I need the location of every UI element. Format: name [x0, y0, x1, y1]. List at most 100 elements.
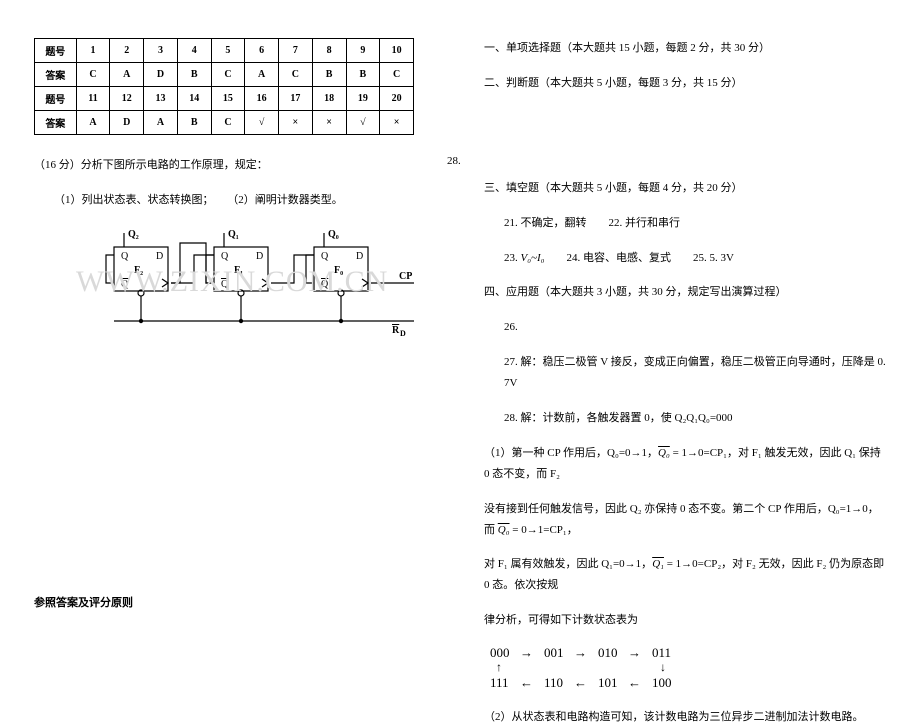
state-node: 110 [544, 675, 563, 691]
state-node: 000 [490, 645, 510, 661]
circuit-diagram: WWW.ZIXIN.COM.CN Q D Q F₂ Q D Q F₁ [94, 225, 424, 345]
svg-text:CP: CP [399, 271, 412, 282]
b28d-ov: Q₁ [652, 558, 664, 570]
cell: × [380, 111, 414, 135]
cell: A [245, 63, 279, 87]
q28-subparts: （1）列出状态表、状态转换图； （2）阐明计数器类型。 [54, 190, 432, 211]
cell: B [177, 111, 211, 135]
section-4-title: 四、应用题（本大题共 3 小题，共 30 分，规定写出演算过程） [484, 282, 886, 303]
row-label: 题号 [35, 87, 77, 111]
cell: √ [346, 111, 380, 135]
subpart-1: （1）列出状态表、状态转换图； [54, 194, 214, 206]
cell: D [144, 63, 178, 87]
cell: C [211, 111, 245, 135]
cell: 5 [211, 39, 245, 63]
b28a: 28. 解：计数前，各触发器置 0，使 Q₂Q₁Q₀=000 [504, 408, 886, 429]
answer-table: 题号 1 2 3 4 5 6 7 8 9 10 答案 C A D B C A C… [34, 38, 414, 135]
cell: 10 [380, 39, 414, 63]
row-label: 答案 [35, 63, 77, 87]
cell: × [279, 111, 313, 135]
cell: B [177, 63, 211, 87]
cell: A [110, 63, 144, 87]
cell: 13 [144, 87, 178, 111]
state-diagram: 000 → 001 → 010 → 011 ↑ ↓ 111 ← 110 ← 10… [484, 645, 744, 701]
cell: 2 [110, 39, 144, 63]
state-node: 001 [544, 645, 564, 661]
cell: 8 [312, 39, 346, 63]
cell: 17 [279, 87, 313, 111]
cell: 4 [177, 39, 211, 63]
svg-text:Q₀: Q₀ [328, 229, 339, 240]
cell: √ [245, 111, 279, 135]
b22: 22. 并行和串行 [609, 217, 681, 229]
cell: C [279, 63, 313, 87]
cell: 11 [76, 87, 110, 111]
cell: A [144, 111, 178, 135]
blank-23-25: 23. V₀~I₀ 24. 电容、电感、复式 25. 5. 3V [504, 248, 886, 269]
svg-text:Q: Q [221, 251, 229, 262]
b28b-ov1: Q₀ [658, 447, 670, 459]
cell: 6 [245, 39, 279, 63]
state-node: 100 [652, 675, 672, 691]
cell: 19 [346, 87, 380, 111]
cell: D [110, 111, 144, 135]
arrow-down-icon: ↓ [660, 660, 666, 675]
cell: 1 [76, 39, 110, 63]
b21: 21. 不确定，翻转 [504, 217, 587, 229]
svg-text:F₀: F₀ [334, 265, 343, 276]
cell: 12 [110, 87, 144, 111]
cell: A [76, 111, 110, 135]
cell: 3 [144, 39, 178, 63]
section-2-title: 二、判断题（本大题共 5 小题，每题 3 分，共 15 分） [484, 73, 886, 94]
q28-intro: （16 分）分析下图所示电路的工作原理，规定： [34, 155, 432, 176]
svg-text:Q: Q [321, 251, 329, 262]
row-label: 答案 [35, 111, 77, 135]
b25: 25. 5. 3V [693, 252, 734, 264]
cell: × [312, 111, 346, 135]
cell: C [380, 63, 414, 87]
cell: B [312, 63, 346, 87]
row-label: 题号 [35, 39, 77, 63]
cell: 20 [380, 87, 414, 111]
b28f: （2）从状态表和电路构造可知，该计数电路为三位异步二进制加法计数电路。 [484, 707, 886, 728]
b28d-1: 对 F₁ 属有效触发，因此 Q₁=0→1， [484, 558, 652, 570]
q28-number: 28. [447, 155, 461, 167]
b23: 23. [504, 252, 521, 264]
b28e: 律分析，可得如下计数状态表为 [484, 610, 886, 631]
arrow-icon: → [574, 645, 587, 661]
cell: B [346, 63, 380, 87]
svg-text:F₂: F₂ [134, 265, 143, 276]
arrow-up-icon: ↑ [496, 660, 502, 675]
svg-text:Q: Q [121, 279, 129, 290]
circuit-svg: Q D Q F₂ Q D Q F₁ Q D Q F₀ [94, 225, 424, 345]
b28c: 没有接到任何触发信号，因此 Q₂ 亦保持 0 态不变。第二个 CP 作用后，Q₀… [484, 499, 886, 541]
cell: 15 [211, 87, 245, 111]
arrow-icon: ← [520, 675, 533, 691]
b28b-1: （1）第一种 CP 作用后，Q₀=0→1， [484, 447, 658, 459]
state-node: 101 [598, 675, 618, 691]
arrow-icon: → [628, 645, 641, 661]
cell: 18 [312, 87, 346, 111]
arrow-icon: → [520, 645, 533, 661]
cell: 14 [177, 87, 211, 111]
cell: C [76, 63, 110, 87]
cell: C [211, 63, 245, 87]
svg-text:Q₁: Q₁ [228, 229, 239, 240]
arrow-icon: ← [628, 675, 641, 691]
svg-text:D: D [400, 329, 406, 338]
svg-text:R: R [392, 325, 400, 336]
b24: 24. 电容、电感、复式 [566, 252, 671, 264]
subpart-2: （2）阐明计数器类型。 [227, 194, 343, 206]
b28d: 对 F₁ 属有效触发，因此 Q₁=0→1，Q₁ = 1→0=CP₂，对 F₂ 无… [484, 554, 886, 596]
svg-text:F₁: F₁ [234, 265, 243, 276]
svg-text:D: D [156, 251, 163, 262]
svg-text:Q: Q [321, 279, 329, 290]
state-node: 011 [652, 645, 671, 661]
arrow-icon: ← [574, 675, 587, 691]
cell: 16 [245, 87, 279, 111]
b28c-ov: Q₀ [498, 524, 510, 536]
cell: 9 [346, 39, 380, 63]
state-node: 111 [490, 675, 509, 691]
b23-math: V₀~I₀ [521, 252, 545, 264]
svg-text:Q₂: Q₂ [128, 229, 139, 240]
